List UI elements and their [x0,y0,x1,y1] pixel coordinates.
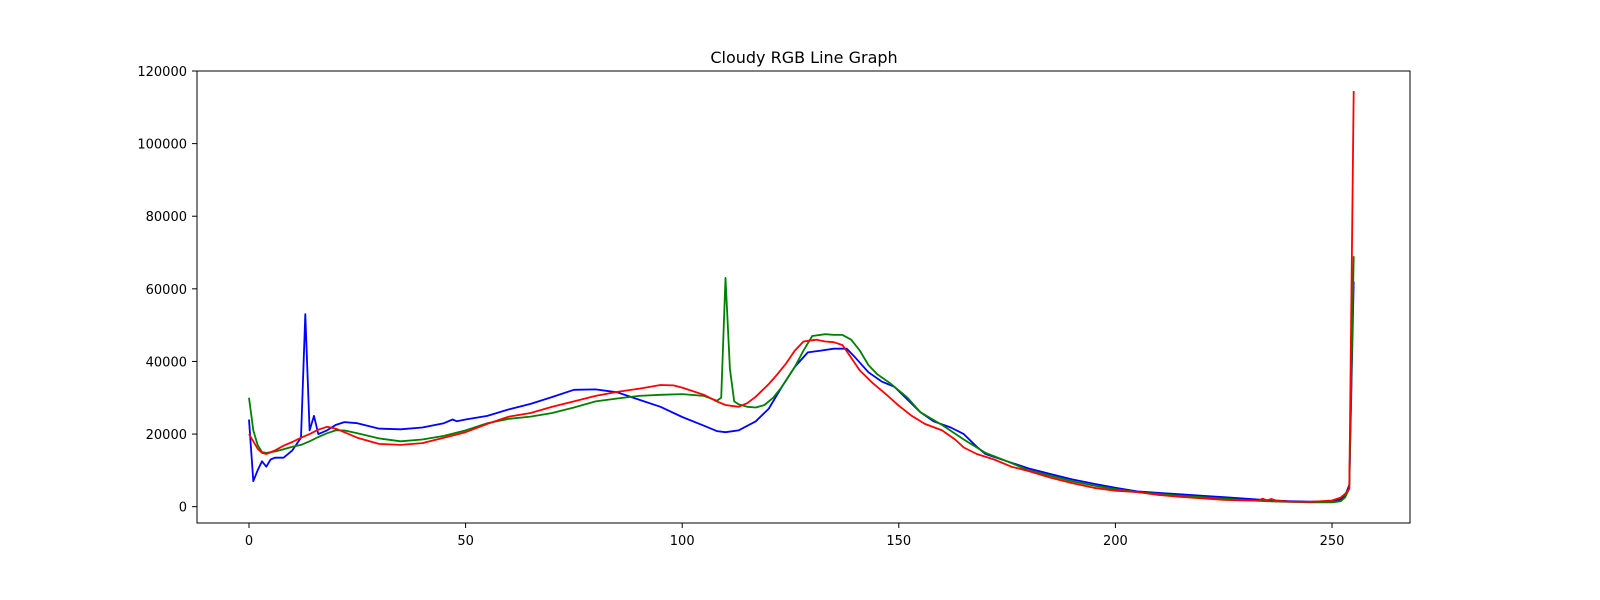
plot-frame [196,70,1411,524]
y-tick-label: 120000 [137,65,187,80]
series-line-1 [248,256,1355,504]
x-tick-label: 50 [457,534,474,549]
y-tick-label: 20000 [146,428,187,443]
y-tick-label: 100000 [137,138,187,153]
y-axis: 0 20000 40000 60000 80000 100000 120000 [137,65,197,516]
series-line-0 [248,281,1355,503]
x-axis: 0 50 100 150 200 250 [245,523,1345,549]
series-line-2 [248,90,1355,503]
y-tick-label: 0 [179,501,187,516]
y-tick-label: 60000 [146,283,187,298]
x-tick-label: 100 [670,534,695,549]
x-tick-label: 0 [245,534,253,549]
y-tick-label: 40000 [146,355,187,370]
x-tick-label: 250 [1320,534,1345,549]
x-tick-label: 200 [1103,534,1128,549]
y-tick-label: 80000 [146,210,187,225]
series-lines [248,90,1355,504]
x-tick-label: 150 [886,534,911,549]
chart-title: Cloudy RGB Line Graph [710,48,897,67]
